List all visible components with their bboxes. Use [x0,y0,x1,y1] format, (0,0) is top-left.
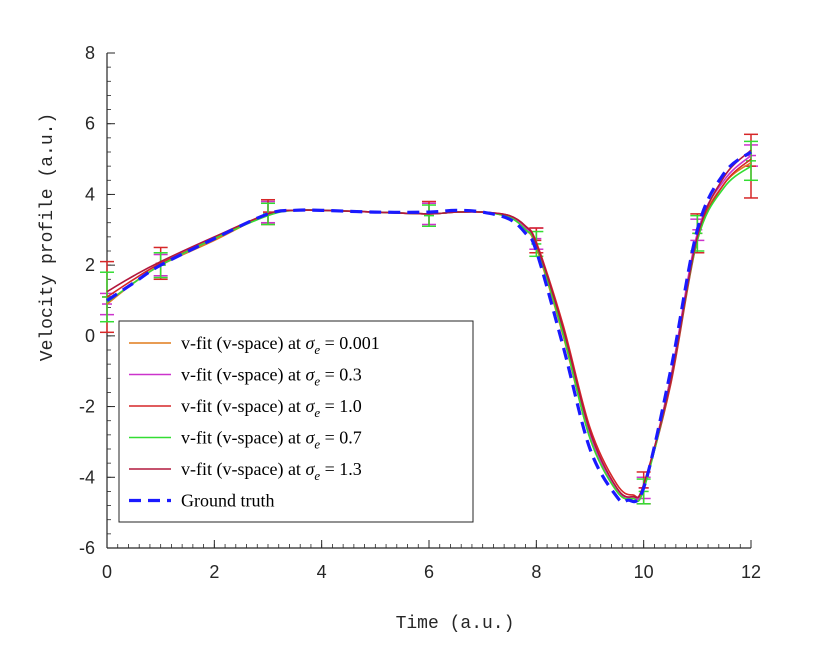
y-tick-label: -6 [79,538,95,558]
y-tick-label: 0 [85,326,95,346]
y-axis-title: Velocity profile (a.u.) [38,113,58,361]
legend-entry: v-fit (v-space) at σe = 0.3 [181,365,362,389]
series-line-4 [106,149,752,499]
y-tick-label: 2 [85,255,95,275]
legend-entry: v-fit (v-space) at σe = 0.001 [181,333,380,357]
y-tick-label: 6 [85,114,95,134]
legend-entry: v-fit (v-space) at σe = 0.7 [181,428,362,452]
y-tick-label: 8 [85,43,95,63]
legend-entry: Ground truth [181,491,275,511]
y-tick-label: -2 [79,397,95,417]
error-bar [744,140,758,182]
error-bar [422,204,436,227]
legend: v-fit (v-space) at σe = 0.001 v-fit (v-sp… [118,320,474,523]
error-bar [100,271,114,323]
x-axis-title: Time (a.u.) [396,614,515,634]
legend-box [118,320,474,523]
legend-entry: v-fit (v-space) at σe = 1.3 [181,459,362,483]
x-tick-label: 10 [634,562,654,582]
x-tick-label: 8 [531,562,541,582]
series-line-5 [106,150,752,504]
x-tick-label: 2 [209,562,219,582]
x-tick-label: 0 [102,562,112,582]
y-tick-label: 4 [85,184,95,204]
plot-area [100,133,758,505]
x-tick-label: 4 [317,562,327,582]
y-tick-label: -4 [79,467,95,487]
legend-entry: v-fit (v-space) at σe = 1.0 [181,396,362,420]
x-tick-label: 12 [741,562,761,582]
x-tick-label: 6 [424,562,434,582]
axes: 0 2 4 6 8 10 12 -6 -4 -2 0 2 4 6 8 [79,43,761,582]
